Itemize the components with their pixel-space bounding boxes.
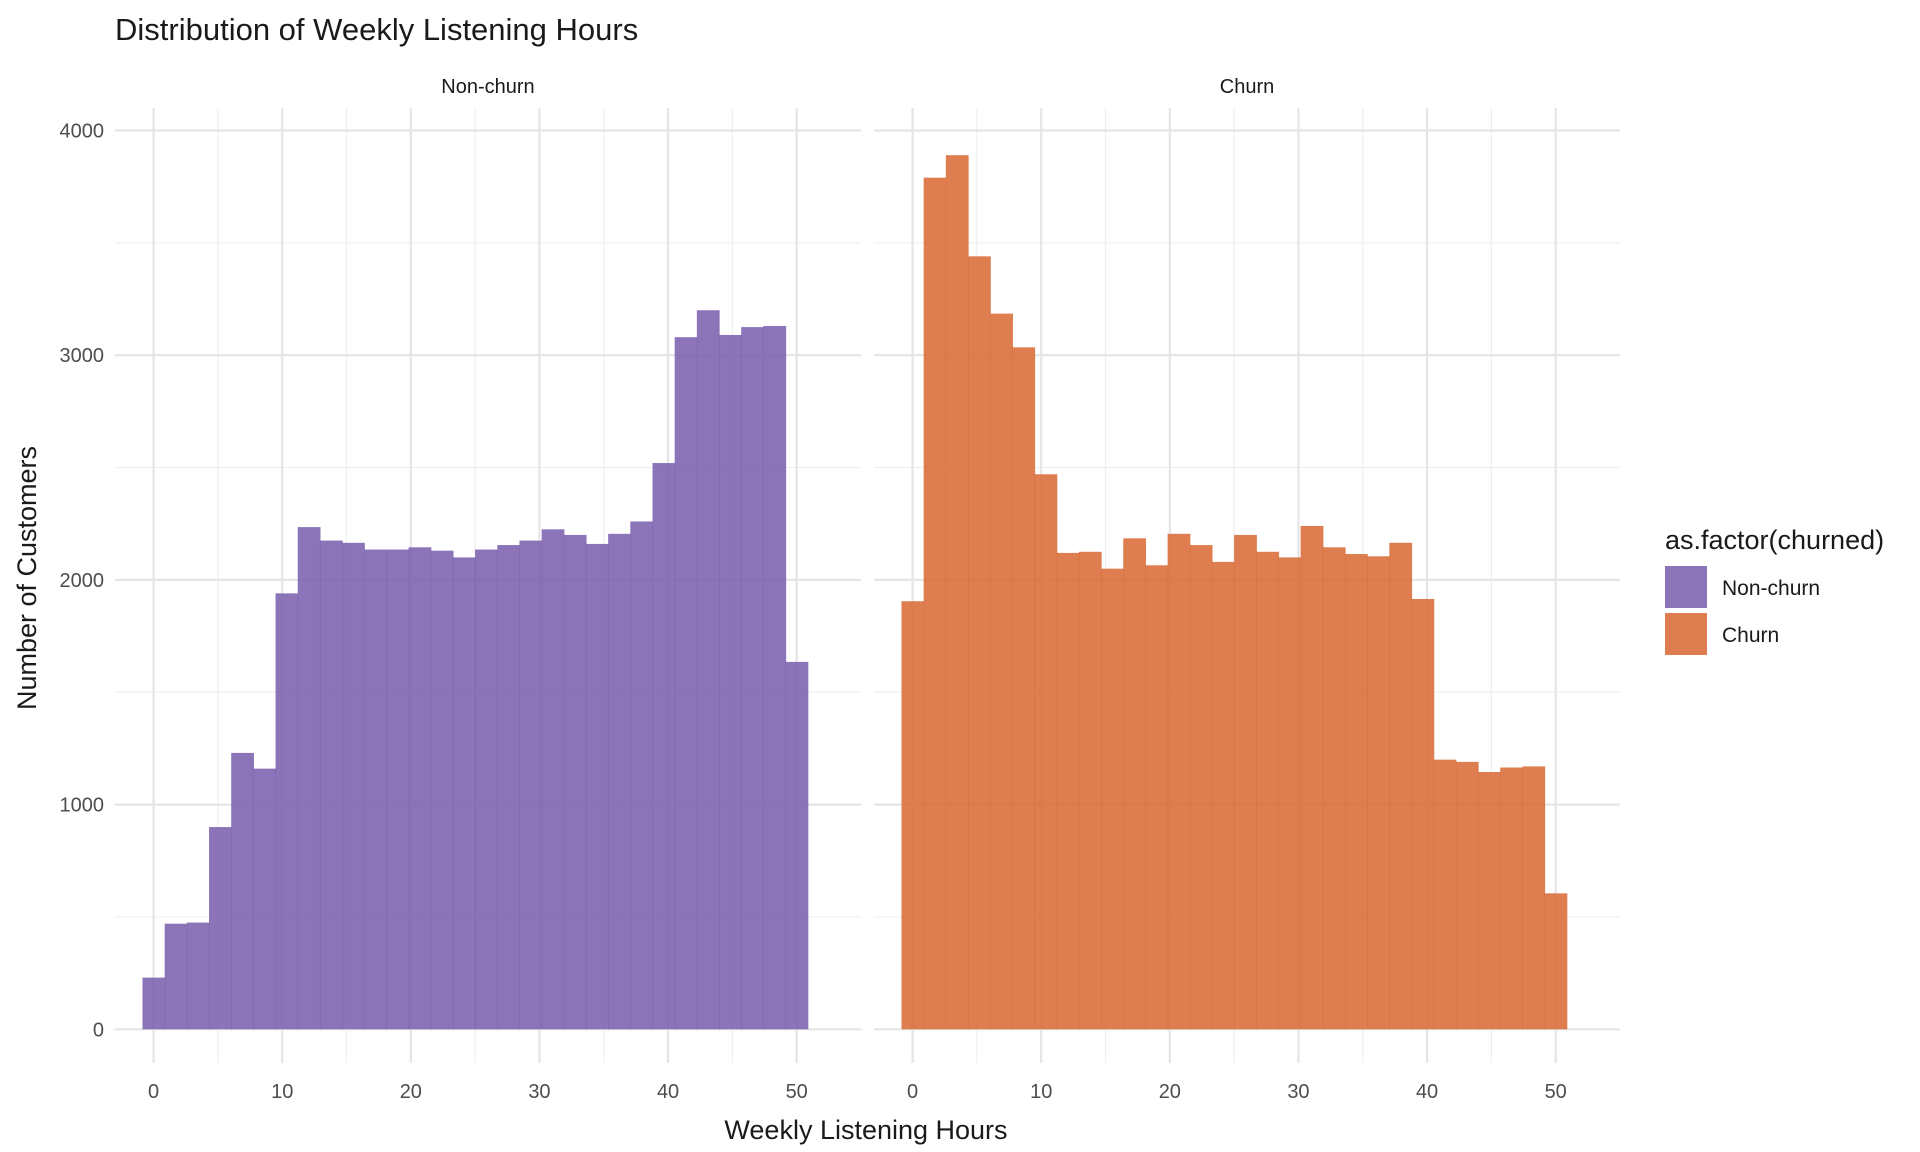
panel-non-churn: Non-churn 0 10 20 30 40 50 bbox=[115, 76, 861, 1103]
x-tick-label: 50 bbox=[786, 1081, 808, 1103]
x-tick-labels: 0 10 20 30 40 50 bbox=[907, 1081, 1567, 1103]
histogram-bar bbox=[1278, 557, 1302, 1030]
histogram-bar bbox=[1145, 565, 1169, 1030]
histogram-bar bbox=[741, 327, 764, 1030]
histogram-bar bbox=[1322, 547, 1346, 1030]
histogram-bar bbox=[319, 540, 343, 1030]
histogram-bar bbox=[430, 550, 454, 1030]
y-tick-label: 2000 bbox=[60, 570, 105, 592]
histogram-bar bbox=[1234, 534, 1257, 1030]
histogram-bar bbox=[1012, 347, 1036, 1030]
x-tick-label: 20 bbox=[400, 1081, 422, 1103]
histogram-bar bbox=[1455, 761, 1479, 1030]
x-tick-label: 10 bbox=[271, 1081, 293, 1103]
legend-key-non-churn bbox=[1665, 566, 1707, 608]
histogram-bar bbox=[364, 549, 388, 1030]
y-tick-label: 1000 bbox=[60, 795, 105, 817]
x-tick-label: 0 bbox=[907, 1081, 918, 1103]
histogram-bar bbox=[1034, 474, 1058, 1030]
histogram-bar bbox=[231, 752, 254, 1030]
panel-strip-label: Churn bbox=[1220, 76, 1274, 98]
histogram-bar bbox=[674, 337, 698, 1030]
x-tick-label: 40 bbox=[657, 1081, 679, 1103]
histogram-bar bbox=[1167, 533, 1191, 1030]
histogram-bar bbox=[1544, 893, 1568, 1030]
histogram-bar bbox=[1189, 545, 1213, 1030]
histogram-bar bbox=[652, 463, 676, 1030]
x-tick-label: 30 bbox=[1287, 1081, 1309, 1103]
histogram-bar bbox=[297, 527, 321, 1030]
y-tick-label: 4000 bbox=[60, 120, 105, 142]
histogram-bar bbox=[923, 177, 947, 1030]
y-tick-labels: 0 1000 2000 3000 4000 bbox=[60, 120, 105, 1041]
histogram-bar bbox=[563, 534, 587, 1030]
y-tick-label: 3000 bbox=[60, 345, 105, 367]
histogram-bar bbox=[164, 923, 188, 1030]
histogram-bar bbox=[763, 325, 787, 1030]
histogram-bar bbox=[1056, 552, 1080, 1030]
x-tick-label: 40 bbox=[1416, 1081, 1438, 1103]
histogram-bar bbox=[785, 661, 809, 1030]
histogram-bar bbox=[1500, 767, 1523, 1030]
histogram-bar bbox=[1389, 542, 1413, 1030]
histogram-bar bbox=[497, 545, 521, 1030]
x-tick-label: 30 bbox=[528, 1081, 550, 1103]
legend-label-non-churn: Non-churn bbox=[1722, 577, 1820, 600]
histogram-bar bbox=[585, 543, 609, 1030]
histogram-bar bbox=[1522, 766, 1546, 1030]
histogram-bar bbox=[1478, 772, 1501, 1030]
histogram-bar bbox=[186, 922, 210, 1030]
x-tick-label: 50 bbox=[1545, 1081, 1567, 1103]
legend: as.factor(churned) Non-churn Churn bbox=[1665, 525, 1884, 655]
y-tick-label: 0 bbox=[93, 1019, 104, 1041]
x-axis-title: Weekly Listening Hours bbox=[724, 1115, 1007, 1145]
histogram-bar bbox=[253, 768, 277, 1030]
histogram-bar bbox=[386, 549, 410, 1030]
histogram-bars bbox=[901, 155, 1568, 1030]
histogram-bar bbox=[719, 334, 742, 1030]
histogram-bar bbox=[452, 557, 476, 1030]
histogram-bar bbox=[696, 310, 720, 1030]
histogram-bar bbox=[968, 256, 991, 1030]
histogram-bars bbox=[142, 310, 809, 1030]
histogram-bar bbox=[901, 601, 925, 1030]
legend-title: as.factor(churned) bbox=[1665, 525, 1884, 555]
histogram-bar bbox=[1300, 525, 1324, 1030]
histogram-bar bbox=[990, 313, 1013, 1030]
histogram-bar bbox=[209, 827, 232, 1030]
x-tick-labels: 0 10 20 30 40 50 bbox=[148, 1081, 808, 1103]
histogram-bar bbox=[408, 547, 432, 1030]
histogram-bar bbox=[1211, 561, 1235, 1030]
histogram-bar bbox=[1433, 759, 1457, 1030]
histogram-bar bbox=[1411, 598, 1435, 1030]
histogram-bar bbox=[1101, 568, 1124, 1030]
x-tick-label: 20 bbox=[1159, 1081, 1181, 1103]
panel-strip-label: Non-churn bbox=[441, 76, 534, 98]
histogram-bar bbox=[608, 533, 631, 1030]
histogram-bar bbox=[475, 549, 498, 1030]
histogram-bar bbox=[1078, 551, 1102, 1030]
x-tick-label: 0 bbox=[148, 1081, 159, 1103]
histogram-bar bbox=[275, 593, 299, 1030]
histogram-bar bbox=[1367, 556, 1390, 1030]
legend-label-churn: Churn bbox=[1722, 624, 1779, 647]
histogram-bar bbox=[1344, 554, 1368, 1030]
histogram-bar bbox=[945, 155, 969, 1030]
y-axis-title: Number of Customers bbox=[12, 446, 42, 710]
chart-title: Distribution of Weekly Listening Hours bbox=[115, 12, 638, 47]
histogram-bar bbox=[1256, 551, 1280, 1030]
histogram-bar bbox=[1123, 538, 1147, 1030]
x-tick-label: 10 bbox=[1030, 1081, 1052, 1103]
legend-key-churn bbox=[1665, 613, 1707, 655]
histogram-bar bbox=[342, 542, 365, 1030]
histogram-bar bbox=[142, 977, 166, 1030]
histogram-bar bbox=[519, 540, 543, 1030]
histogram-bar bbox=[630, 521, 654, 1030]
panel-churn: Churn 0 10 20 30 40 50 bbox=[874, 76, 1620, 1103]
histogram-bar bbox=[541, 529, 565, 1030]
